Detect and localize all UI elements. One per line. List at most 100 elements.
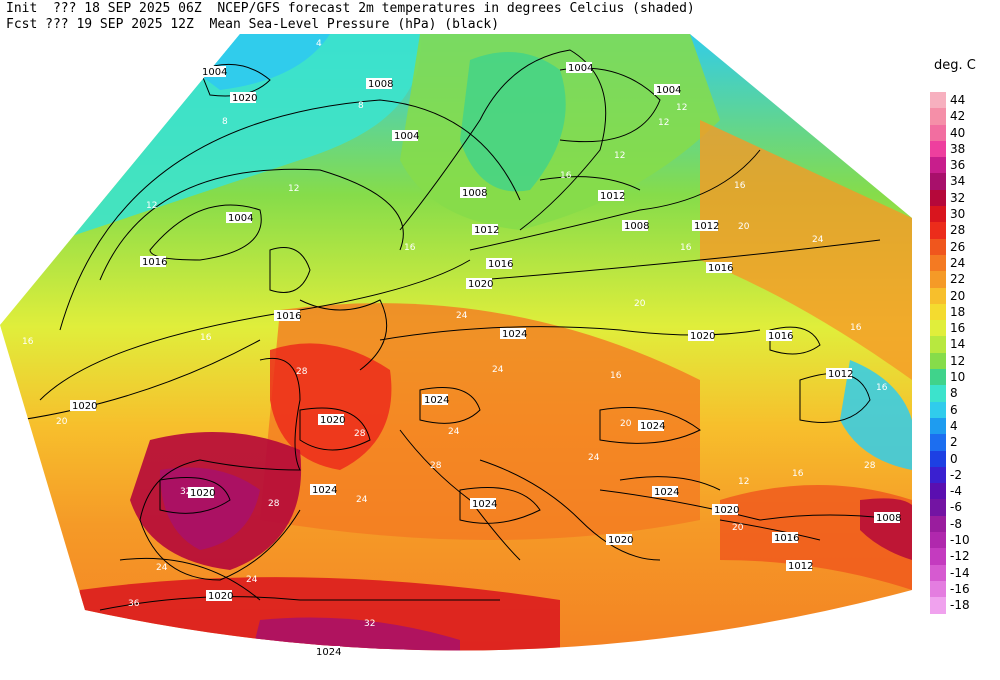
legend-label: 36: [950, 158, 966, 173]
svg-text:20: 20: [738, 222, 750, 232]
legend-swatch: [930, 548, 946, 565]
isobar-label: 1016: [772, 532, 799, 544]
legend-swatch: [930, 450, 946, 467]
isobar-label: 1004: [226, 212, 253, 224]
isobar-label: 1020: [188, 487, 215, 499]
legend-label: -16: [950, 581, 970, 596]
svg-text:16: 16: [610, 371, 622, 381]
isobar-label: 1004: [654, 84, 681, 96]
svg-text:1004: 1004: [394, 131, 419, 142]
svg-text:24: 24: [448, 427, 460, 437]
svg-text:24: 24: [156, 563, 168, 573]
svg-text:16: 16: [792, 469, 804, 479]
svg-text:1020: 1020: [232, 93, 257, 104]
svg-text:24: 24: [456, 311, 468, 321]
svg-text:1024: 1024: [502, 329, 527, 340]
svg-text:12: 12: [676, 103, 687, 113]
legend-item: 8: [930, 385, 990, 402]
svg-text:1020: 1020: [320, 415, 345, 426]
isobar-label: 1016: [140, 256, 167, 268]
svg-text:8: 8: [222, 117, 228, 127]
svg-text:1020: 1020: [72, 401, 97, 412]
legend-swatch: [930, 483, 946, 500]
legend-swatch: [930, 597, 946, 614]
legend-swatch: [930, 271, 946, 288]
svg-text:24: 24: [356, 495, 368, 505]
legend-label: 2: [950, 435, 958, 450]
legend-label: 24: [950, 255, 966, 270]
legend-swatch: [930, 580, 946, 598]
svg-text:28: 28: [354, 429, 366, 439]
legend-swatch: [930, 189, 946, 207]
legend-label: 4: [950, 418, 958, 433]
legend-item: 34: [930, 173, 990, 190]
legend-item: 24: [930, 254, 990, 272]
isobar-label: 1024: [310, 484, 337, 496]
svg-text:1016: 1016: [488, 259, 513, 270]
isobar-label: 1008: [874, 512, 901, 524]
svg-text:1016: 1016: [774, 533, 799, 544]
legend-label: -18: [950, 598, 970, 613]
svg-text:1024: 1024: [312, 485, 337, 496]
legend-label: 38: [950, 141, 966, 156]
svg-text:1012: 1012: [828, 369, 853, 380]
svg-text:1008: 1008: [368, 79, 393, 90]
legend-swatch: [930, 499, 946, 516]
svg-text:28: 28: [268, 499, 280, 509]
legend-item: -6: [930, 499, 990, 516]
legend-swatch: [930, 466, 946, 484]
svg-text:1016: 1016: [276, 311, 301, 322]
svg-text:1016: 1016: [142, 257, 167, 268]
isobar-label: 1008: [622, 220, 649, 232]
legend-swatch: [930, 287, 946, 304]
legend-label: 18: [950, 304, 966, 319]
isobar-label: 1020: [688, 330, 715, 342]
svg-text:16: 16: [850, 323, 862, 333]
svg-text:12: 12: [738, 477, 749, 487]
legend-swatch: [930, 401, 946, 418]
legend-swatch: [930, 238, 946, 255]
svg-text:1004: 1004: [568, 63, 593, 74]
legend-item: -10: [930, 532, 990, 549]
legend-item: 4: [930, 417, 990, 435]
legend-item: -14: [930, 564, 990, 581]
legend-label: 22: [950, 272, 966, 287]
svg-text:1020: 1020: [208, 591, 233, 602]
legend-swatch: [930, 385, 946, 402]
svg-text:1020: 1020: [690, 331, 715, 342]
svg-text:1016: 1016: [768, 331, 793, 342]
svg-text:24: 24: [588, 453, 600, 463]
legend-swatch: [930, 417, 946, 435]
svg-text:28: 28: [296, 367, 308, 377]
temp-labels: 4 8 8 12 12 12 12 12 16 16 16 16 16 16 2…: [22, 39, 888, 629]
svg-text:16: 16: [404, 243, 416, 253]
legend-title: deg. C: [934, 58, 976, 73]
legend-swatch: [930, 532, 946, 549]
svg-text:1020: 1020: [714, 505, 739, 516]
svg-text:36: 36: [128, 599, 140, 609]
isobar-label: 1020: [206, 590, 233, 602]
svg-text:1012: 1012: [788, 561, 813, 572]
legend-item: 44: [930, 92, 990, 109]
legend-item: 30: [930, 206, 990, 223]
isobar-label: 1020: [70, 400, 97, 412]
legend-item: -16: [930, 580, 990, 598]
svg-text:1008: 1008: [876, 513, 901, 524]
legend-item: -8: [930, 515, 990, 533]
legend-item: -12: [930, 548, 990, 565]
svg-text:1008: 1008: [624, 221, 649, 232]
init-line: Init ??? 18 SEP 2025 06Z NCEP/GFS foreca…: [6, 1, 695, 16]
legend-item: 0: [930, 450, 990, 467]
isobar-label: 1024: [652, 486, 679, 498]
svg-text:1024: 1024: [472, 499, 497, 510]
legend-label: 30: [950, 207, 966, 222]
legend-swatch: [930, 254, 946, 272]
svg-text:20: 20: [634, 299, 646, 309]
svg-text:1012: 1012: [474, 225, 499, 236]
isobar-label: 1012: [598, 190, 625, 202]
legend-item: 12: [930, 352, 990, 370]
isobar-label: 1004: [392, 130, 419, 142]
svg-text:12: 12: [288, 184, 299, 194]
svg-text:28: 28: [864, 461, 876, 471]
legend-swatch: [930, 222, 946, 239]
